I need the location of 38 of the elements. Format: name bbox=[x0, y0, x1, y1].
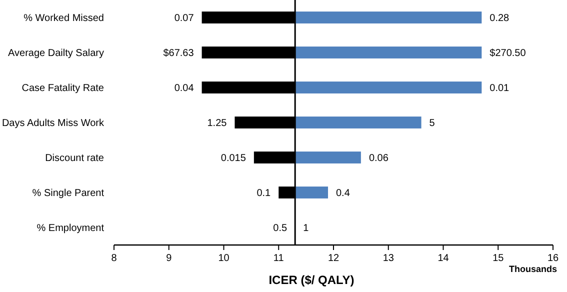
y-tick-label: % Worked Missed bbox=[24, 13, 104, 24]
y-tick-label: Discount rate bbox=[45, 153, 104, 164]
bar bbox=[295, 46, 482, 58]
annotation: 0.04 bbox=[174, 83, 194, 94]
y-tick-label: % Employment bbox=[36, 223, 104, 234]
y-tick-label: Case Fatality Rate bbox=[22, 83, 104, 94]
annotation: 1.25 bbox=[207, 118, 228, 129]
annotation: 0.1 bbox=[256, 188, 272, 199]
x-tick-label: 8 bbox=[111, 253, 118, 264]
annotation: 0.5 bbox=[273, 223, 288, 234]
annotation: 0.01 bbox=[490, 83, 510, 94]
y-tick-label: Average Dailty Salary bbox=[8, 48, 104, 59]
annotation: 0.28 bbox=[490, 13, 510, 24]
bar bbox=[295, 152, 361, 164]
annotation: 0.015 bbox=[220, 153, 246, 164]
x-tick-label: 10 bbox=[218, 253, 230, 264]
x-tick-label: 13 bbox=[382, 253, 394, 264]
x-tick-label: 12 bbox=[328, 253, 340, 264]
x-tick-label: 16 bbox=[547, 253, 559, 264]
annotation: 0.06 bbox=[368, 153, 389, 164]
bar bbox=[295, 12, 482, 24]
x-axis-title: ICER ($/ QALY) bbox=[268, 273, 354, 287]
y-tick-label: Days Adults Miss Work bbox=[2, 118, 105, 129]
bar bbox=[295, 116, 422, 128]
annotation: 0.4 bbox=[336, 188, 350, 199]
annotation: 0.07 bbox=[174, 13, 194, 24]
bar bbox=[295, 82, 482, 94]
y-tick-label: % Single Parent bbox=[32, 188, 104, 199]
annotation: $270.50 bbox=[490, 48, 526, 59]
text: Thousands bbox=[508, 264, 557, 274]
x-tick-label: 15 bbox=[492, 253, 504, 264]
x-tick-label: 11 bbox=[273, 253, 284, 264]
annotation: 1 bbox=[303, 223, 310, 234]
annotation: $67.63 bbox=[163, 48, 194, 59]
annotation: 5 bbox=[429, 118, 436, 129]
x-tick-label: 9 bbox=[166, 253, 172, 264]
x-tick-label: 14 bbox=[438, 253, 450, 264]
bar bbox=[295, 186, 328, 198]
